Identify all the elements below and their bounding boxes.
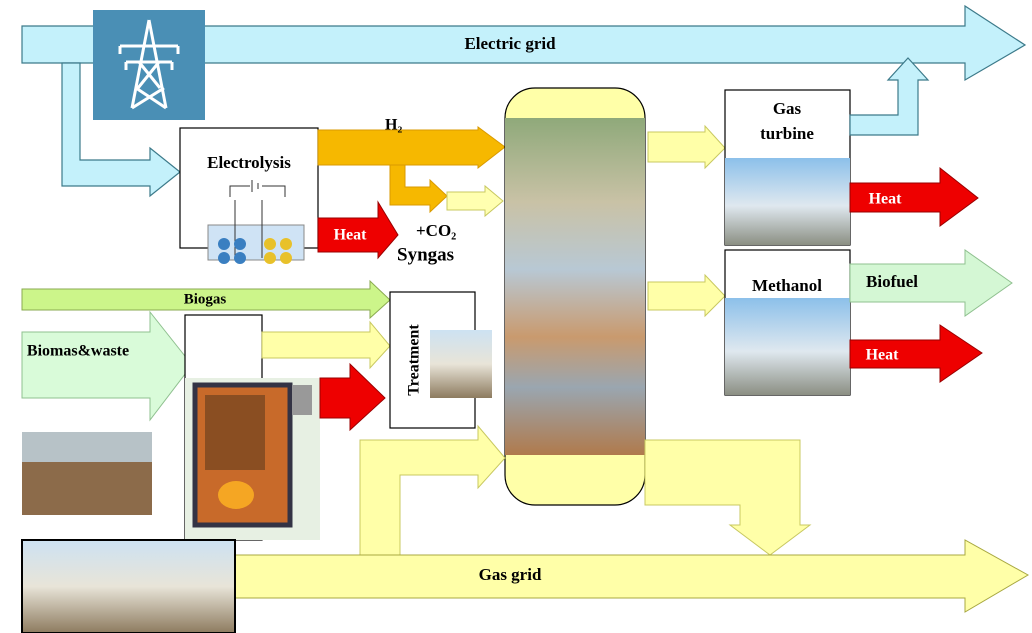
boiler-image	[185, 378, 320, 540]
turbine-feed-arrow	[647, 124, 726, 170]
biomass-label: Biomas&waste	[27, 343, 129, 360]
reactor-gas-arrow	[644, 439, 812, 556]
heat-arrow	[849, 324, 983, 383]
h2-branch-arrow	[389, 164, 448, 214]
biogas-arrow	[21, 279, 391, 320]
electric-grid-label: Electric grid	[464, 34, 556, 53]
treatment-label: Treatment	[406, 324, 423, 396]
biomass-gas-arrow	[261, 320, 391, 370]
pipeline-image	[21, 539, 236, 633]
gas-turbine-image	[725, 158, 850, 245]
gas-turbine-label: Gas	[773, 99, 802, 118]
heat-arrow	[849, 166, 979, 227]
co2-arrow	[446, 184, 504, 218]
pylon-icon	[93, 10, 205, 120]
gas-grid-label: Gas grid	[479, 565, 542, 584]
co2-label: +CO₂	[416, 221, 456, 240]
electrolyzer-icon	[207, 180, 305, 264]
gas-turbine-label: turbine	[760, 124, 814, 143]
treatment-image	[430, 330, 492, 398]
syngas-label: Syngas	[397, 244, 454, 265]
biomass-heat-arrow	[319, 362, 386, 432]
methanol-feed-arrow	[647, 273, 726, 318]
h2-label: H₂	[385, 117, 402, 134]
gas-grid-arrow	[231, 539, 1030, 613]
heat-label: Heat	[869, 191, 903, 208]
electrolysis-label: Electrolysis	[207, 153, 291, 172]
grid-feed-arrow	[61, 62, 181, 198]
biomass-arrow	[21, 310, 193, 422]
methanol-image	[725, 298, 850, 395]
reactor-image	[505, 118, 645, 455]
heat-label: Heat	[334, 227, 368, 244]
heat-arrow	[317, 200, 399, 260]
methanol-label: Methanol	[752, 276, 822, 295]
biofuel-label: Biofuel	[866, 272, 918, 291]
h2-arrow	[317, 126, 506, 170]
gas-grid-feed-arrow	[359, 424, 506, 556]
biofuel-arrow	[849, 249, 1013, 317]
heat-label: Heat	[866, 347, 900, 364]
turbine-power-arrow	[849, 57, 930, 136]
biogas-label: Biogas	[184, 291, 227, 307]
